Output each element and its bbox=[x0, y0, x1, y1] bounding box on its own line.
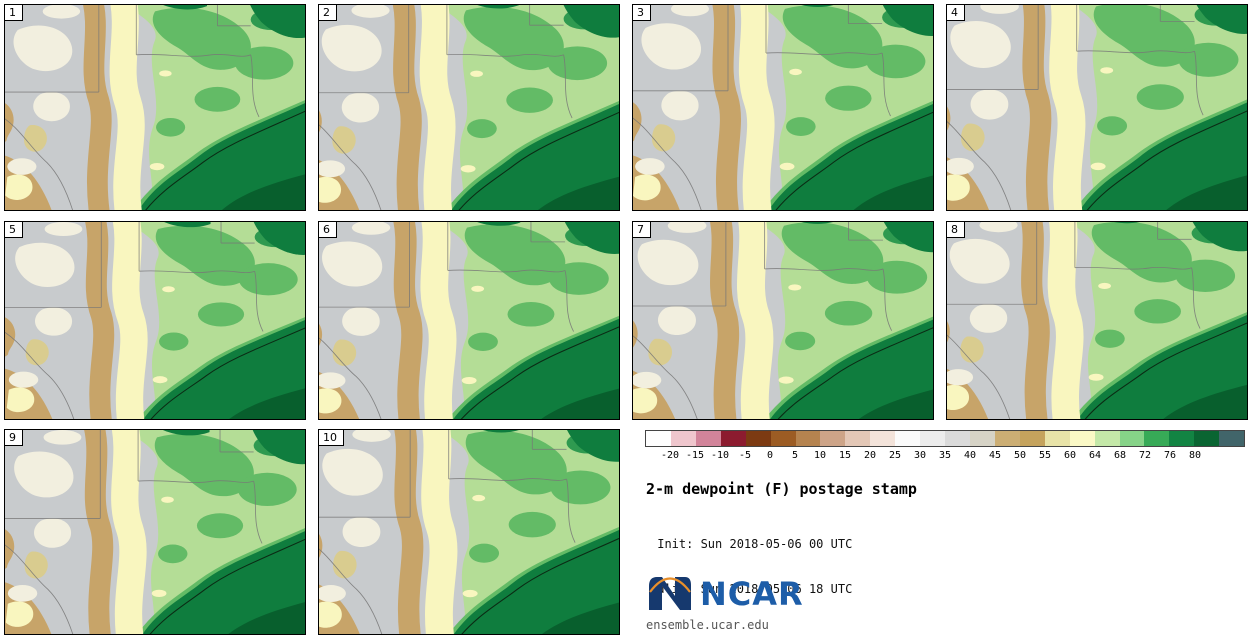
colorbar-segment bbox=[695, 431, 721, 446]
ncar-logo-icon bbox=[649, 577, 691, 610]
colorbar-tick-label: 50 bbox=[1013, 450, 1027, 461]
colorbar-tick-label: 30 bbox=[913, 450, 927, 461]
colorbar-segment bbox=[870, 431, 896, 446]
colorbar-tick-label: 80 bbox=[1188, 450, 1202, 461]
colorbar-segment bbox=[646, 431, 671, 446]
dewpoint-map bbox=[4, 429, 306, 635]
legend-title: 2-m dewpoint (F) postage stamp bbox=[646, 480, 917, 498]
ensemble-member-panel: 1 bbox=[4, 4, 306, 211]
colorbar-segment bbox=[770, 431, 796, 446]
site-url: ensemble.ucar.edu bbox=[646, 618, 769, 632]
ensemble-member-panel: 7 bbox=[632, 221, 934, 420]
colorbar-segment bbox=[1169, 431, 1195, 446]
init-time-line: Init: Sun 2018-05-06 00 UTC bbox=[650, 537, 853, 551]
colorbar-tick-label: 10 bbox=[813, 450, 827, 461]
colorbar-segment bbox=[895, 431, 921, 446]
colorbar-segment bbox=[820, 431, 846, 446]
dewpoint-map bbox=[318, 221, 620, 420]
colorbar-segment bbox=[745, 431, 771, 446]
ensemble-member-panel: 9 bbox=[4, 429, 306, 635]
colorbar-tick-label: -20 bbox=[660, 450, 680, 461]
dewpoint-map bbox=[632, 4, 934, 211]
colorbar-segment bbox=[920, 431, 946, 446]
panel-number-label: 9 bbox=[5, 430, 23, 446]
colorbar bbox=[645, 430, 1245, 447]
colorbar-segment bbox=[945, 431, 970, 446]
colorbar-segment bbox=[1044, 431, 1070, 446]
ncar-logo-text: NCAR bbox=[700, 575, 804, 613]
dewpoint-map bbox=[632, 221, 934, 420]
ensemble-member-panel: 10 bbox=[318, 429, 620, 635]
colorbar-segment bbox=[670, 431, 696, 446]
colorbar-ticks: -20 -15 -10 -5 0 5 10 15 20 25 30 35 40 45 50 55 60 64 68 7… bbox=[645, 447, 1245, 462]
ensemble-member-panel: 2 bbox=[318, 4, 620, 211]
panel-number-label: 10 bbox=[319, 430, 344, 446]
panel-number-label: 8 bbox=[947, 222, 965, 238]
colorbar-segment bbox=[1219, 431, 1245, 446]
colorbar-segment bbox=[969, 431, 995, 446]
colorbar-tick-label: 5 bbox=[791, 450, 799, 461]
ensemble-member-panel: 5 bbox=[4, 221, 306, 420]
colorbar-segment bbox=[1019, 431, 1045, 446]
ncar-logo: NCAR bbox=[646, 574, 804, 614]
panel-number-label: 1 bbox=[5, 5, 23, 21]
ensemble-member-panel: 4 bbox=[946, 4, 1248, 211]
panel-number-label: 6 bbox=[319, 222, 337, 238]
colorbar-tick-label: 55 bbox=[1038, 450, 1052, 461]
colorbar-tick-label: -10 bbox=[710, 450, 730, 461]
panel-number-label: 3 bbox=[633, 5, 651, 21]
panel-number-label: 4 bbox=[947, 5, 965, 21]
colorbar-tick-label: 15 bbox=[838, 450, 852, 461]
colorbar-tick-label: -15 bbox=[685, 450, 705, 461]
colorbar-tick-label: 45 bbox=[988, 450, 1002, 461]
colorbar-tick-label: 40 bbox=[963, 450, 977, 461]
colorbar-tick-label: 25 bbox=[888, 450, 902, 461]
colorbar-segment bbox=[720, 431, 746, 446]
dewpoint-map bbox=[946, 221, 1248, 420]
colorbar-segment bbox=[795, 431, 821, 446]
dewpoint-map bbox=[946, 4, 1248, 211]
colorbar-tick-label: 68 bbox=[1113, 450, 1127, 461]
panel-number-label: 2 bbox=[319, 5, 337, 21]
dewpoint-map bbox=[4, 221, 306, 420]
dewpoint-map bbox=[318, 4, 620, 211]
colorbar-segment bbox=[994, 431, 1020, 446]
ensemble-member-panel: 3 bbox=[632, 4, 934, 211]
colorbar-segment bbox=[1094, 431, 1120, 446]
colorbar-segment bbox=[845, 431, 871, 446]
colorbar-tick-label: 64 bbox=[1088, 450, 1102, 461]
colorbar-tick-label: 60 bbox=[1063, 450, 1077, 461]
colorbar-segment bbox=[1119, 431, 1145, 446]
colorbar-tick-label: 35 bbox=[938, 450, 952, 461]
colorbar-segment bbox=[1194, 431, 1220, 446]
colorbar-tick-label: 20 bbox=[863, 450, 877, 461]
colorbar-segment bbox=[1144, 431, 1170, 446]
colorbar-tick-label: 0 bbox=[766, 450, 774, 461]
ensemble-member-panel: 6 bbox=[318, 221, 620, 420]
colorbar-tick-label: -5 bbox=[738, 450, 752, 461]
colorbar-segment bbox=[1069, 431, 1095, 446]
ensemble-member-panel: 8 bbox=[946, 221, 1248, 420]
dewpoint-map bbox=[318, 429, 620, 635]
panel-number-label: 5 bbox=[5, 222, 23, 238]
colorbar-tick-label: 72 bbox=[1138, 450, 1152, 461]
legend-block: -20 -15 -10 -5 0 5 10 15 20 25 30 35 40 45 50 55 60 64 68 7… bbox=[645, 430, 1245, 462]
dewpoint-map bbox=[4, 4, 306, 211]
panel-number-label: 7 bbox=[633, 222, 651, 238]
forecast-times: Init: Sun 2018-05-06 00 UTC Valid: Sun 2… bbox=[650, 507, 852, 627]
colorbar-tick-label: 76 bbox=[1163, 450, 1177, 461]
